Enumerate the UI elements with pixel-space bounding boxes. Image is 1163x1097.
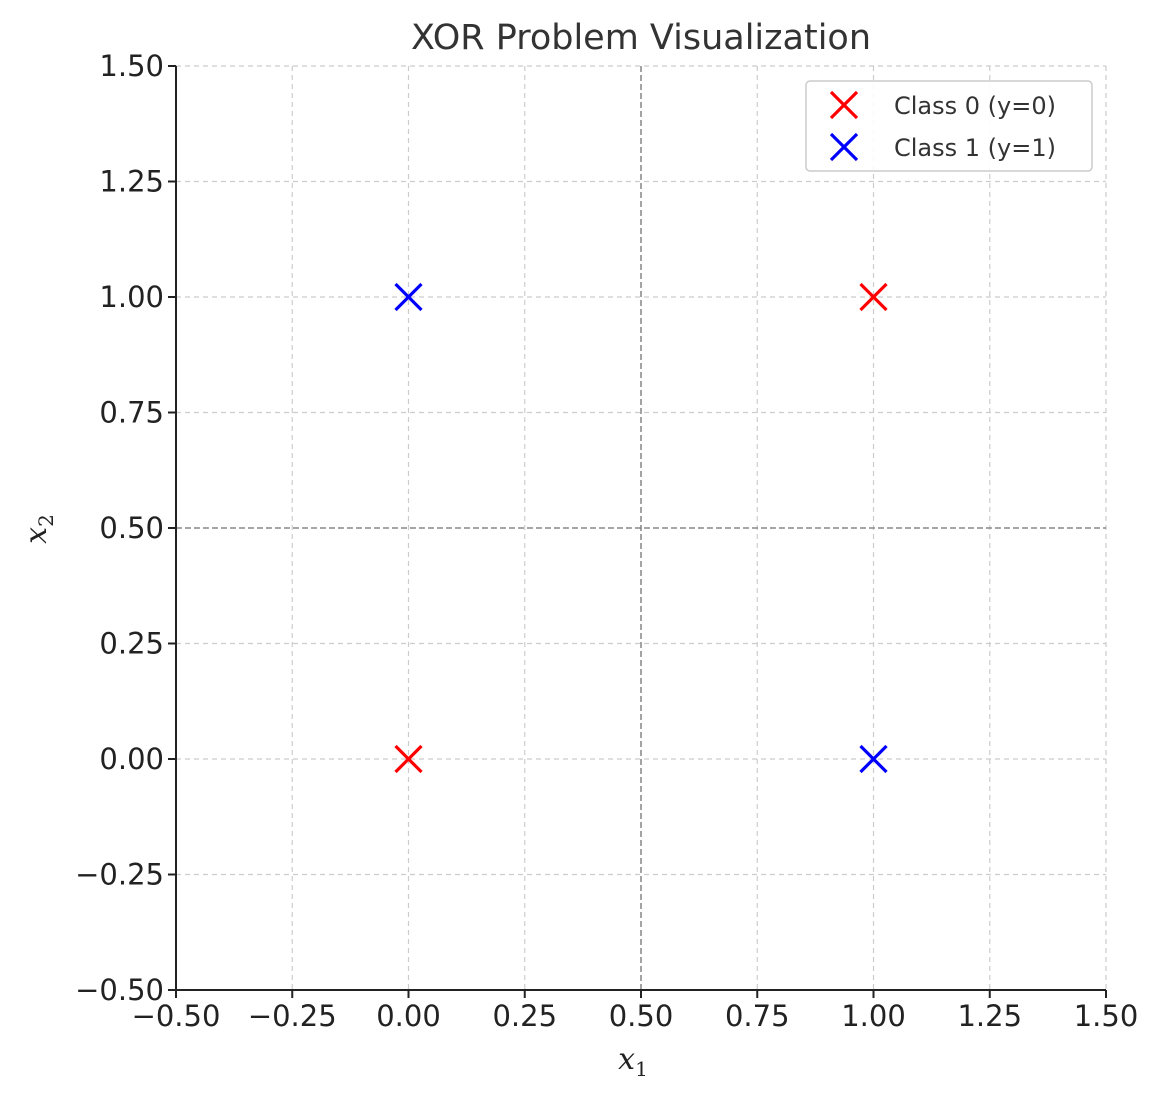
legend-marker-class-1-stroke-b <box>829 132 859 162</box>
data-points <box>394 282 888 774</box>
data-point-class-0 <box>394 744 423 774</box>
y-axis-label-base: x <box>19 527 54 544</box>
y-axis-label-sub: 2 <box>34 514 58 527</box>
y-tick-label: 0.25 <box>99 627 164 661</box>
x-tick-label: 0.50 <box>609 999 674 1033</box>
y-tick-label: −0.25 <box>75 858 164 892</box>
x-tick-label: −0.25 <box>248 999 337 1033</box>
y-axis-label: x2 <box>19 514 58 544</box>
x-tick-label: 1.00 <box>841 999 906 1033</box>
reference-lines <box>176 66 1106 990</box>
legend-marker-class-1 <box>829 132 859 162</box>
x-tick-label: 0.25 <box>492 999 557 1033</box>
x-tick-label: 1.25 <box>957 999 1022 1033</box>
x-tick-label: 0.75 <box>725 999 790 1033</box>
legend-box <box>805 80 1093 172</box>
x-tick-label: 0.00 <box>376 999 441 1033</box>
y-tick-label: 1.50 <box>99 49 164 83</box>
data-point-class-1 <box>859 744 888 774</box>
legend-label-class-0: Class 0 (y=0) <box>894 92 1056 120</box>
data-point-class-1-stroke-b <box>394 282 423 312</box>
y-tick-label: 1.00 <box>99 280 164 314</box>
x-axis-label: x1 <box>618 1042 648 1081</box>
legend: Class 0 (y=0) Class 1 (y=1) <box>805 80 1093 172</box>
x-tick-label: −0.50 <box>132 999 221 1033</box>
data-point-class-1-stroke-b <box>859 744 888 774</box>
y-tick-label: 0.00 <box>99 742 164 776</box>
x-axis-label-base: x <box>618 1042 635 1077</box>
data-point-class-1 <box>394 282 423 312</box>
x-tick-label: 1.50 <box>1074 999 1139 1033</box>
y-tick-label: 1.25 <box>99 165 164 199</box>
data-point-class-0-stroke-b <box>394 744 423 774</box>
legend-marker-class-0 <box>829 90 859 120</box>
chart-title: XOR Problem Visualization <box>411 18 871 58</box>
data-point-class-0 <box>859 282 888 312</box>
y-tick-label: 0.50 <box>99 511 164 545</box>
legend-label-class-1: Class 1 (y=1) <box>894 134 1056 162</box>
y-tick-label: −0.50 <box>75 973 164 1007</box>
x-axis-label-sub: 1 <box>635 1057 648 1081</box>
legend-marker-class-0-stroke-b <box>829 90 859 120</box>
y-tick-label: 0.75 <box>99 396 164 430</box>
tick-labels: −0.50 −0.25 0.00 0.25 0.50 0.75 1.00 1.25 1.50 −0… <box>75 49 1138 1033</box>
data-point-class-0-stroke-b <box>859 282 888 312</box>
